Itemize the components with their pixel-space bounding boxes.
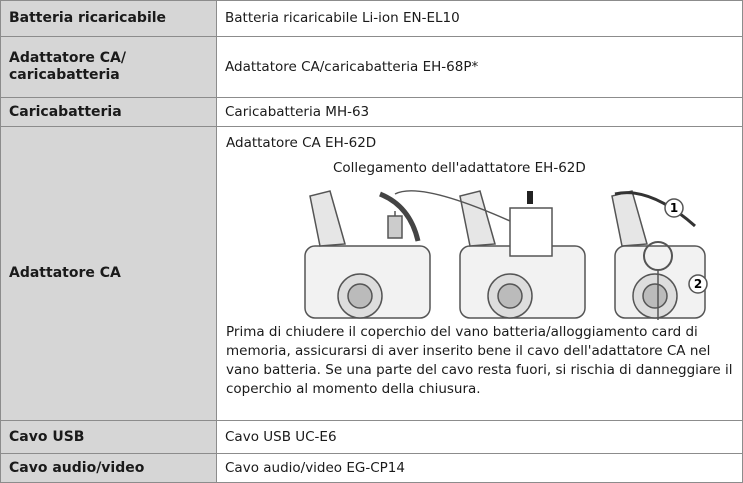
row-label: Batteria ricaricabile bbox=[0, 0, 217, 37]
callout-number: 1 bbox=[670, 201, 678, 215]
row-value: Adattatore CA/caricabatteria EH-68P* bbox=[216, 36, 743, 98]
row-label: Adattatore CA bbox=[0, 126, 217, 421]
row-value: Caricabatteria MH-63 bbox=[216, 97, 743, 127]
callout-number: 2 bbox=[694, 277, 702, 291]
row-value: Batteria ricaricabile Li-ion EN-EL10 bbox=[216, 0, 743, 37]
illustration: 1 2 bbox=[304, 190, 708, 320]
row-value: Cavo USB UC-E6 bbox=[216, 420, 743, 454]
row-label: Adattatore CA/ caricabatteria bbox=[0, 36, 217, 98]
figure-caption: Collegamento dell'adattatore EH-62D bbox=[333, 160, 586, 176]
row-label: Cavo USB bbox=[0, 420, 217, 454]
note: Prima di chiudere il coperchio del vano … bbox=[226, 324, 733, 397]
row-value: Cavo audio/video EG-CP14 bbox=[216, 453, 743, 483]
row-label: Cavo audio/video bbox=[0, 453, 217, 483]
row-label: Caricabatteria bbox=[0, 97, 217, 127]
row-value: Adattatore CA EH-62D bbox=[226, 135, 377, 151]
